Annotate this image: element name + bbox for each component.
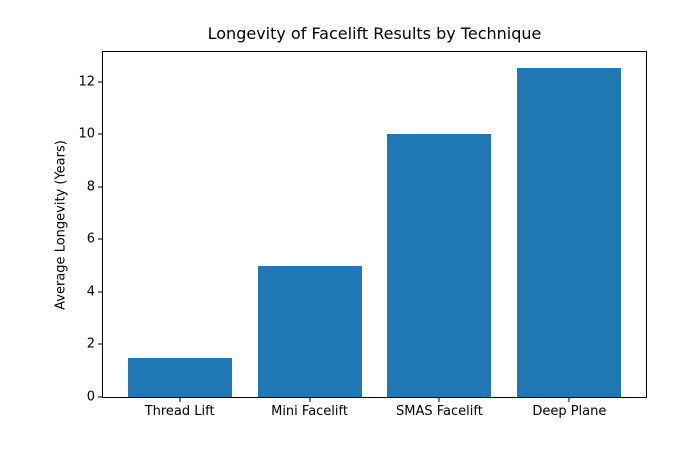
y-tick-label: 8 — [86, 179, 95, 195]
y-tick-mark — [98, 343, 102, 345]
x-tick-label: SMAS Facelift — [396, 404, 483, 419]
y-tick-label: 2 — [86, 336, 95, 352]
chart-title: Longevity of Facelift Results by Techniq… — [207, 24, 542, 43]
x-tick-label: Mini Facelift — [271, 404, 348, 419]
y-tick-mark — [98, 396, 102, 398]
y-tick-mark — [98, 186, 102, 188]
y-tick-label: 6 — [86, 231, 95, 247]
x-tick-mark — [179, 398, 181, 402]
x-tick-label: Thread Lift — [144, 404, 215, 419]
bar-mini-facelift — [257, 265, 362, 397]
x-tick-mark — [438, 398, 440, 402]
bar-deep-plane — [517, 68, 622, 397]
x-tick-label: Deep Plane — [532, 404, 607, 419]
x-tick-mark — [309, 398, 311, 402]
y-tick-label: 4 — [86, 284, 95, 300]
y-axis-label: Average Longevity (Years) — [53, 140, 69, 310]
bar-smas-facelift — [387, 134, 492, 397]
bars-layer — [103, 52, 646, 397]
x-tick-mark — [568, 398, 570, 402]
y-tick-mark — [98, 81, 102, 83]
bar-thread-lift — [127, 357, 232, 397]
y-tick-label: 0 — [86, 389, 95, 405]
y-tick-mark — [98, 133, 102, 135]
y-tick-mark — [98, 238, 102, 240]
y-tick-mark — [98, 291, 102, 293]
plot-area: Thread Lift Mini Facelift SMAS Facelift Dee… — [78, 51, 647, 419]
y-tick-label: 12 — [78, 74, 95, 90]
y-tick-label: 10 — [78, 126, 95, 142]
